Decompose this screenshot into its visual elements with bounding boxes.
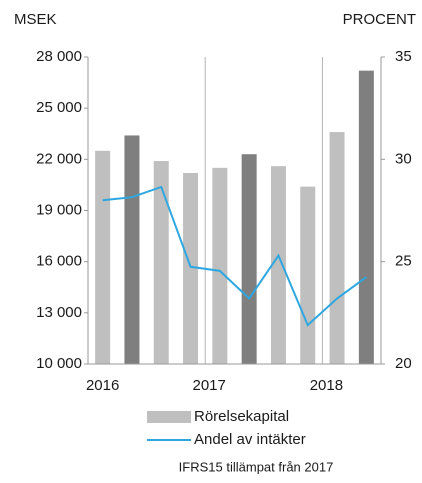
bar	[241, 154, 257, 364]
y-tick-label: 25 000	[36, 99, 82, 116]
line	[102, 185, 367, 327]
y-tick-label: 10 000	[36, 355, 82, 372]
x-tick-label: 2016	[86, 377, 119, 394]
bar	[270, 166, 286, 364]
y-tick-label: 19 000	[36, 201, 82, 218]
y-tick-label: 28 000	[36, 48, 82, 65]
y-tick-label: 16 000	[36, 253, 82, 270]
bar	[95, 150, 111, 364]
x-tick-label: 2018	[310, 377, 343, 394]
y2-tick-label: 20	[395, 355, 412, 372]
y-axis-title: MSEK	[14, 11, 57, 28]
y2-tick-label: 25	[395, 253, 412, 270]
bar	[153, 161, 169, 364]
bar	[124, 135, 140, 364]
note: IFRS15 tillämpat från 2017	[179, 459, 334, 474]
y-tick-label: 13 000	[36, 304, 82, 321]
bar	[358, 70, 374, 365]
y-tick-label: 22 000	[36, 150, 82, 167]
y2-tick-label: 35	[395, 48, 412, 65]
y2-axis-title: PROCENT	[343, 11, 416, 28]
legend-swatch	[147, 411, 191, 423]
x-tick-label: 2017	[193, 377, 226, 394]
y2-tick-label: 30	[395, 150, 412, 167]
bar	[212, 167, 228, 364]
legend-label: Rörelsekapital	[194, 408, 289, 425]
bar	[329, 132, 345, 364]
legend-label: Andel av intäkter	[194, 431, 306, 448]
bar	[300, 186, 316, 364]
bar	[183, 172, 199, 364]
